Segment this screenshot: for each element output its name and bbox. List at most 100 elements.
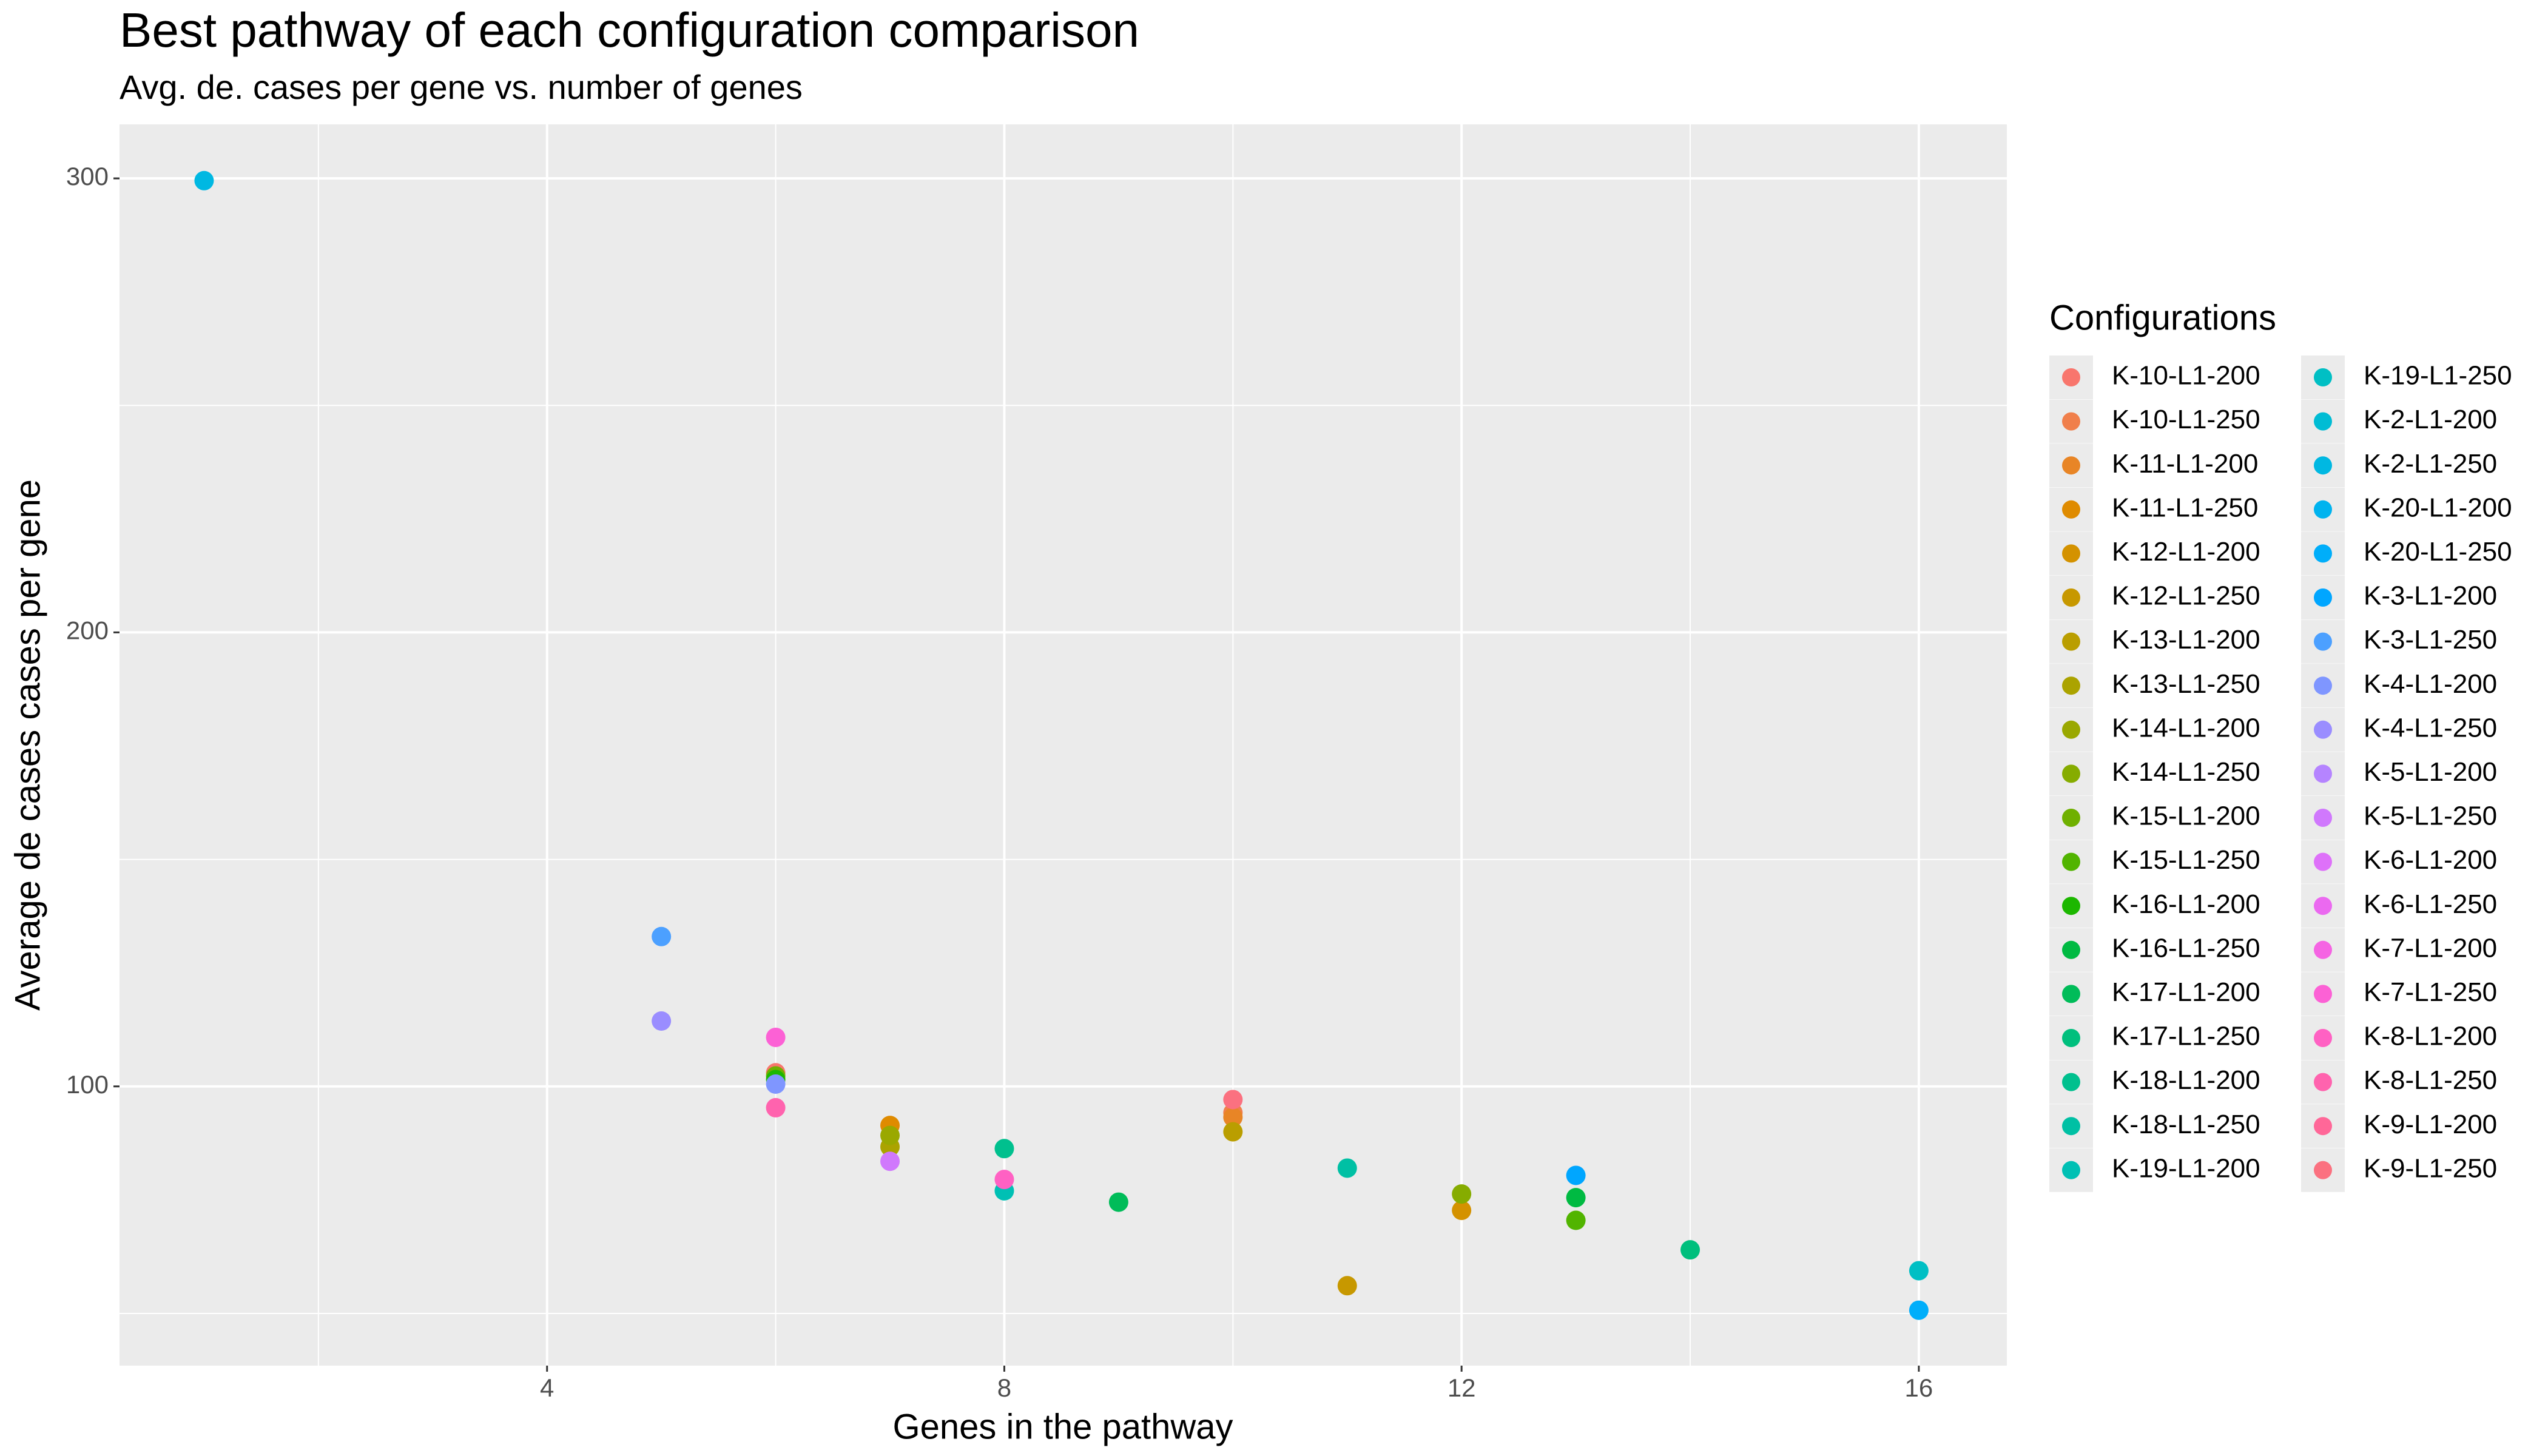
legend-label: K-3-L1-250 [2364,625,2497,655]
legend-label: K-6-L1-250 [2364,889,2497,919]
legend-marker [2062,632,2080,651]
point [880,1125,900,1145]
legend-label: K-12-L1-250 [2112,581,2260,611]
legend-label: K-19-L1-200 [2112,1153,2260,1183]
point [1337,1276,1357,1296]
legend-label: K-7-L1-250 [2364,977,2497,1007]
point [994,1139,1014,1159]
legend-label: K-10-L1-200 [2112,361,2260,391]
y-tick-label: 200 [66,616,109,645]
legend-label: K-20-L1-200 [2364,493,2512,522]
x-tick-label: 8 [997,1373,1011,1402]
point [1108,1192,1128,1212]
legend-marker [2062,456,2080,475]
chart-title: Best pathway of each configuration compa… [120,3,1139,57]
legend-marker [2062,676,2080,695]
legend-marker [2062,544,2080,563]
point [766,1097,786,1117]
legend-label: K-20-L1-250 [2364,537,2512,567]
legend-marker [2062,852,2080,871]
legend-label: K-11-L1-200 [2112,449,2258,479]
legend-marker [2062,809,2080,827]
point [652,1011,672,1031]
legend-label: K-11-L1-250 [2112,493,2258,522]
legend-label: K-7-L1-200 [2364,933,2497,963]
plot-background [120,124,2007,1366]
point [994,1170,1014,1190]
y-tick-label: 300 [66,162,109,190]
legend-marker [2314,940,2332,959]
point [1337,1158,1357,1178]
point [652,926,672,946]
x-tick-label: 12 [1448,1373,1476,1402]
legend-label: K-3-L1-200 [2364,581,2497,611]
legend-marker [2314,1117,2332,1136]
legend-marker [2314,852,2332,871]
point [1223,1107,1243,1127]
legend-marker [2062,764,2080,783]
y-tick-label: 100 [66,1070,109,1099]
legend-label: K-9-L1-200 [2364,1110,2497,1139]
legend-label: K-2-L1-250 [2364,449,2497,479]
legend-marker [2314,720,2332,739]
legend-marker [2314,764,2332,783]
legend-marker [2314,500,2332,519]
legend-label: K-10-L1-250 [2112,405,2260,434]
legend-marker [2062,897,2080,915]
legend-marker [2314,588,2332,607]
legend-label: K-12-L1-200 [2112,537,2260,567]
x-axis-label: Genes in the pathway [892,1407,1233,1446]
legend-label: K-18-L1-250 [2112,1110,2260,1139]
legend-label: K-9-L1-250 [2364,1153,2497,1183]
point [1566,1210,1586,1230]
legend-marker [2314,1161,2332,1179]
legend-marker [2314,368,2332,386]
legend-label: K-17-L1-200 [2112,977,2260,1007]
legend-marker [2314,809,2332,827]
point [194,170,214,190]
point [1909,1261,1929,1281]
legend-label: K-15-L1-250 [2112,845,2260,875]
legend-label: K-18-L1-200 [2112,1065,2260,1095]
legend-label: K-16-L1-200 [2112,889,2260,919]
legend-marker [2062,1117,2080,1136]
legend-label: K-14-L1-200 [2112,713,2260,743]
legend-marker [2314,676,2332,695]
legend-marker [2314,897,2332,915]
x-tick-label: 16 [1905,1373,1933,1402]
legend-marker [2062,1073,2080,1091]
point [766,1074,786,1094]
legend-label: K-13-L1-250 [2112,669,2260,699]
point [1566,1165,1586,1185]
legend-label: K-8-L1-200 [2364,1022,2497,1051]
point [1909,1300,1929,1320]
y-axis-label: Average de cases cases per gene [8,479,47,1011]
point [1223,1090,1243,1110]
legend-marker [2314,1073,2332,1091]
legend-marker [2062,985,2080,1003]
legend-marker [2062,720,2080,739]
legend-label: K-19-L1-250 [2364,361,2512,391]
legend-marker [2062,1029,2080,1047]
legend-label: K-15-L1-200 [2112,801,2260,831]
legend-marker [2062,500,2080,519]
point [766,1027,786,1047]
legend-label: K-8-L1-250 [2364,1065,2497,1095]
legend-marker [2062,1161,2080,1179]
point [1452,1184,1472,1204]
legend-marker [2314,632,2332,651]
legend-marker [2062,940,2080,959]
legend-label: K-16-L1-250 [2112,933,2260,963]
point [1223,1122,1243,1142]
point [1566,1188,1586,1208]
legend-marker [2314,456,2332,475]
legend-label: K-2-L1-200 [2364,405,2497,434]
legend-label: K-13-L1-200 [2112,625,2260,655]
legend-label: K-4-L1-250 [2364,713,2497,743]
legend-marker [2062,588,2080,607]
x-tick-label: 4 [540,1373,554,1402]
legend-title: Configurations [2049,298,2276,337]
legend-label: K-5-L1-200 [2364,757,2497,787]
point [880,1151,900,1171]
